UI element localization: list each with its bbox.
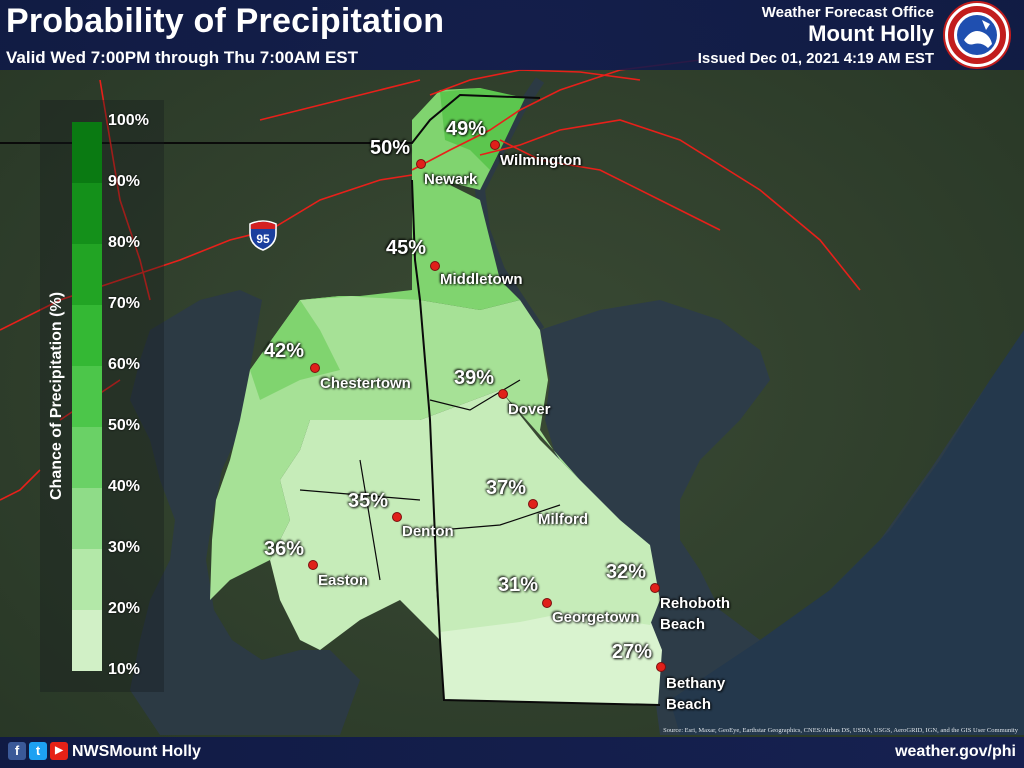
city-pop-value: 45% [386,237,427,259]
legend-tick-label: 90% [108,173,141,190]
city-pop-value: 32% [606,561,647,583]
city-pop-value: 42% [264,340,305,362]
map-credits: Source: Esri, Maxar, GeoEye, Earthstar G… [663,727,1018,734]
city-marker [310,363,320,373]
legend-title: Chance of Precipitation (%) [48,292,66,500]
city-marker [542,598,552,608]
office-name: Mount Holly [808,21,934,46]
header-bar [0,0,1024,70]
legend-swatch [72,122,102,183]
legend-swatch [72,610,102,671]
city-name: Wilmington [500,152,582,169]
legend-tick-label: 30% [108,539,141,556]
city-marker [498,389,508,399]
legend-tick-label: 40% [108,478,141,495]
office-label: Weather Forecast Office [761,4,934,21]
city-name: Easton [318,572,369,589]
legend-swatch [72,549,102,610]
city-pop-value: 31% [498,574,539,596]
city-name: Middletown [440,271,523,288]
city-name: Milford [538,511,588,528]
city-marker [528,499,538,509]
legend-colorbar [40,100,164,692]
city-marker [308,560,318,570]
city-name: Georgetown [552,609,640,626]
interstate-shield-number: 95 [256,232,270,246]
delaware-state-border [411,179,661,706]
legend-tick-label: 80% [108,234,141,251]
city-pop-value: 35% [348,490,389,512]
atlantic-ocean [670,330,1024,735]
city-marker [430,261,440,271]
legend-tick-label: 10% [108,661,141,678]
city-pop-value: 39% [454,367,495,389]
twitter-icon[interactable]: t [29,742,47,760]
legend-tick-label: 60% [108,356,141,373]
legend-tick-label: 50% [108,417,141,434]
legend-swatch [72,366,102,427]
valid-period: Valid Wed 7:00PM through Thu 7:00AM EST [6,48,359,67]
city-marker [656,662,666,672]
city-name: Denton [402,523,454,540]
city-pop-value: 27% [612,641,653,663]
pop-zone-50-60 [440,88,525,170]
city-pop-value: 37% [486,477,527,499]
legend-swatch [72,488,102,549]
legend-swatch [72,183,102,244]
city-pop-value: 50% [370,137,411,159]
youtube-icon[interactable]: ▶ [50,742,68,760]
city-marker [650,583,660,593]
legend-tick-label: 20% [108,600,141,617]
legend-tick-label: 100% [108,112,149,129]
city-marker [416,159,426,169]
page-title: Probability of Precipitation [6,2,445,40]
issued-time: Issued Dec 01, 2021 4:19 AM EST [697,50,934,67]
legend-swatch [72,305,102,366]
interstate-95-shield-icon: 95 [249,220,277,251]
md-de-border-north [0,93,541,144]
legend-swatch [72,427,102,488]
city-name: Rehoboth Beach [660,595,730,633]
footer-url[interactable]: weather.gov/phi [895,743,1016,760]
legend-swatch [72,244,102,305]
city-pop-value: 49% [446,118,487,140]
city-name: Newark [424,171,478,188]
county-line-1 [299,379,561,581]
city-name: Dover [508,401,551,418]
pop-zone-10-20 [440,610,662,705]
city-name: Bethany Beach [666,675,726,713]
facebook-icon[interactable]: f [8,742,26,760]
legend-tick-label: 70% [108,295,141,312]
pop-zone-40-50 [250,88,520,400]
footer-handle: NWSMount Holly [72,743,201,760]
city-marker [392,512,402,522]
chesapeake-bay [130,290,360,735]
city-marker [490,140,500,150]
city-pop-value: 36% [264,538,305,560]
footer-bar [0,737,1024,768]
pop-zone-20-30 [270,390,660,650]
national-weather-service-seal-icon [943,1,1011,69]
city-name: Chestertown [320,375,411,392]
